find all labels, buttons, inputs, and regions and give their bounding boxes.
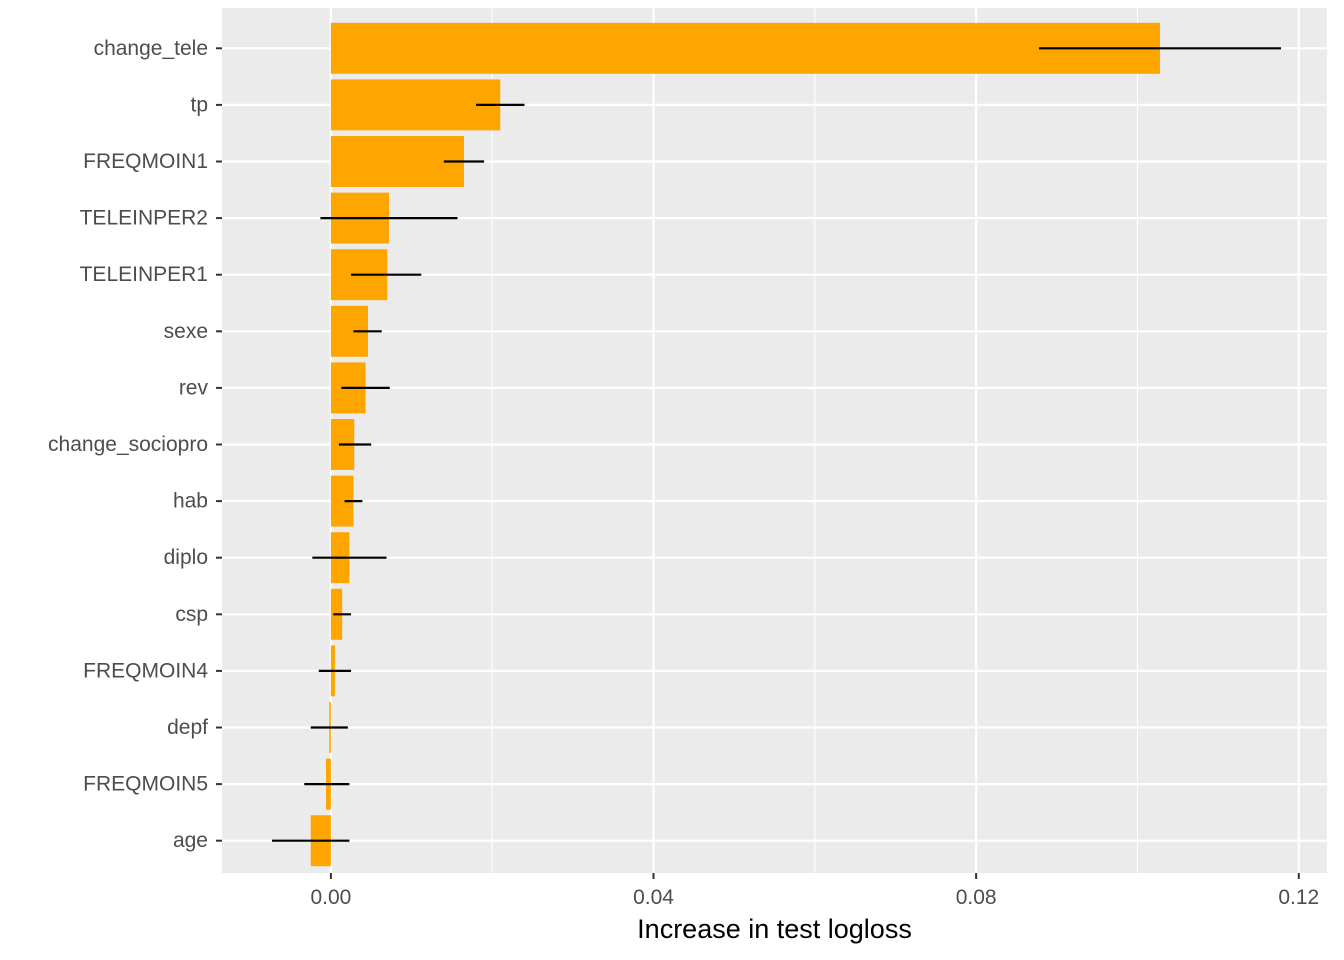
y-tick-label: depf <box>167 716 208 739</box>
bar-hab <box>330 475 354 527</box>
x-tick-label: 0.00 <box>310 886 351 909</box>
y-tick-label: tp <box>190 93 208 116</box>
x-axis-title: Increase in test logloss <box>637 914 912 944</box>
bars <box>310 22 1161 867</box>
error-bars <box>272 47 1282 842</box>
y-tick-label: TELEINPER2 <box>80 207 208 230</box>
x-tick-label: 0.08 <box>956 886 997 909</box>
bar-change_tele <box>330 22 1161 74</box>
y-tick-label: TELEINPER1 <box>80 263 208 286</box>
x-tick-label: 0.12 <box>1278 886 1319 909</box>
y-tick-label: rev <box>179 376 209 399</box>
y-tick-label: diplo <box>164 546 208 569</box>
y-tick-label: age <box>173 829 208 852</box>
minor-gridlines <box>491 8 1139 873</box>
y-tick-label: hab <box>173 490 208 513</box>
y-tick-label: sexe <box>164 320 208 343</box>
x-tick-label: 0.04 <box>633 886 674 909</box>
y-tick-label: FREQMOIN1 <box>83 150 208 173</box>
y-tick-label: change_sociopro <box>48 433 208 456</box>
y-tick-label: FREQMOIN4 <box>83 659 208 682</box>
y-tick-label: csp <box>175 603 208 626</box>
y-tick-label: change_tele <box>94 37 208 60</box>
bar-tp <box>330 79 501 131</box>
y-tick-label: FREQMOIN5 <box>83 773 208 796</box>
bar-FREQMOIN1 <box>330 136 464 187</box>
x-axis: 0.00 0.04 0.08 0.12 <box>310 873 1319 909</box>
